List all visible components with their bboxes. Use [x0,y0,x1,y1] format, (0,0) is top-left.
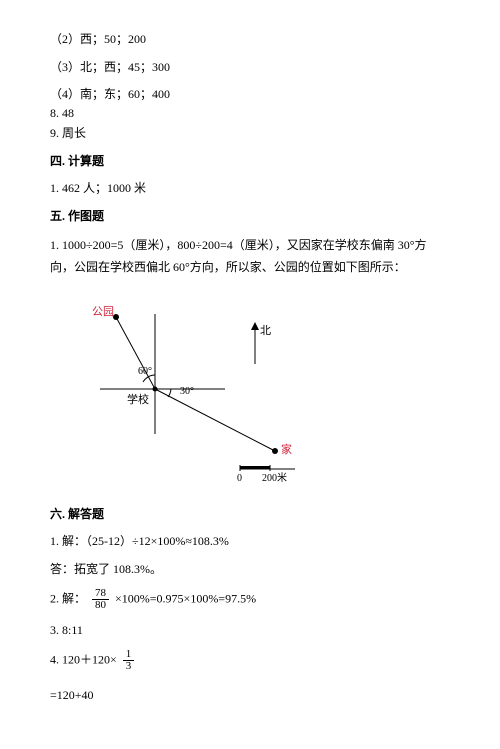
section-5-item-1: 1. 1000÷200=5（厘米），800÷200=4（厘米），又因家在学校东偏… [50,234,450,280]
answer-line-3: （3）北；西；45；300 [50,58,450,76]
section-6-item-2: 2. 解： 78 80 ×100%=0.975×100%=97.5% [50,588,450,611]
svg-text:公园: 公园 [92,305,114,318]
svg-text:30°: 30° [180,386,194,397]
answer-line-9: 9. 周长 [50,124,450,142]
svg-text:200米: 200米 [262,471,287,484]
answer-line-4: （4）南；东；60；400 [50,86,450,103]
svg-text:北: 北 [260,324,271,337]
fraction-1-3: 1 3 [123,649,135,672]
diagram-svg: 公园家 学校 60° 30° 北 0 200米 [80,289,330,489]
section-4-heading: 四. 计算题 [50,152,450,169]
svg-text:0: 0 [237,473,242,484]
item-4-prefix: 4. 120＋120× [50,652,117,666]
section-6-heading: 六. 解答题 [50,505,450,522]
document-page: （2）西；50；200 （3）北；西；45；300 （4）南；东；60；400 … [0,0,500,749]
answer-line-8: 8. 48 [50,105,450,122]
section-4-item-1: 1. 462 人；1000 米 [50,179,450,197]
fraction-denominator: 80 [92,599,109,611]
svg-text:家: 家 [281,442,292,456]
section-6-item-1a: 1. 解：（25-12）÷12×100%≈108.3% [50,532,450,550]
section-6-item-1b: 答：拓宽了 108.3%。 [50,560,450,578]
equation-result: =120+40 [50,688,450,703]
svg-text:60°: 60° [138,366,152,377]
direction-diagram: 公园家 学校 60° 30° 北 0 200米 [80,289,450,493]
item-2-prefix: 2. 解： [50,591,86,605]
item-2-suffix: ×100%=0.975×100%=97.5% [115,591,256,605]
fraction-numerator: 1 [123,649,135,660]
svg-text:学校: 学校 [127,392,149,406]
fraction-numerator: 78 [92,588,109,599]
section-6-item-4: 4. 120＋120× 1 3 [50,649,450,672]
fraction-78-80: 78 80 [92,588,109,611]
section-6-item-3: 3. 8:11 [50,621,450,639]
fraction-denominator: 3 [123,660,135,672]
answer-line-2: （2）西；50；200 [50,30,450,48]
section-5-heading: 五. 作图题 [50,207,450,224]
